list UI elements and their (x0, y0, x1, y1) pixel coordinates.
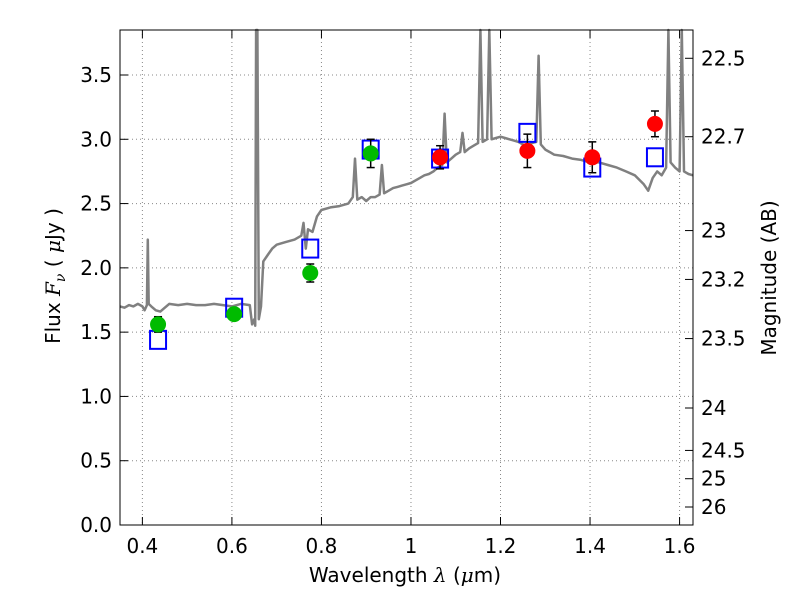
magnitude-tick-label: 25 (701, 467, 726, 491)
y-tick-label: 1.5 (80, 320, 112, 344)
x-tick-label: 0.4 (126, 534, 158, 558)
red-data-point (519, 142, 536, 159)
magnitude-tick-label: 24 (701, 396, 726, 420)
y-tick-label: 3.0 (80, 127, 112, 151)
x-axis-label: Wavelength λ (μm) (309, 563, 501, 587)
magnitude-tick-label: 23 (701, 219, 726, 243)
model-box-marker (301, 238, 320, 259)
y-axis-label: Flux Fν ( μJy ) (41, 208, 69, 344)
y2-axis-label: Magnitude (AB) (757, 200, 781, 355)
red-data-point (646, 115, 663, 132)
x-tick-label: 0.6 (216, 534, 248, 558)
magnitude-tick-label: 24.5 (701, 438, 746, 462)
magnitude-tick-label: 22.7 (701, 125, 746, 149)
y-tick-label: 2.5 (80, 192, 112, 216)
x-tick-label: 1.2 (485, 534, 517, 558)
green-data-point (362, 145, 379, 162)
red-data-point (584, 149, 601, 166)
y-tick-label: 2.0 (80, 256, 112, 280)
plot-frame (119, 29, 694, 526)
y-tick-label: 0.0 (80, 513, 112, 537)
spectrum-series (119, 28, 694, 327)
y-tick-label: 0.5 (80, 449, 112, 473)
green-data-point (226, 306, 243, 323)
x-tick-label: 0.8 (306, 534, 338, 558)
red-data-point (432, 149, 449, 166)
spectrum-line (119, 28, 694, 327)
y-tick-label: 3.5 (80, 63, 112, 87)
grid-lines (120, 30, 693, 526)
y-tick-label: 1.0 (80, 384, 112, 408)
x-tick-label: 1 (405, 534, 418, 558)
magnitude-tick-label: 26 (701, 495, 726, 519)
model-box-marker (645, 147, 664, 168)
axis-ticks: 0.4 0.6 0.8 1 1.2 1.4 1.6 0.0 0.5 1.0 1.5 2.0 2.5 3.0… (80, 30, 746, 558)
model-box-marker (149, 329, 168, 350)
x-tick-label: 1.4 (574, 534, 606, 558)
magnitude-tick-label: 23.5 (701, 327, 746, 351)
magnitude-tick-label: 23.2 (701, 267, 746, 291)
green-data-point (302, 265, 319, 281)
x-tick-label: 1.6 (664, 534, 696, 558)
photometry-points (149, 110, 664, 350)
green-data-point (150, 316, 167, 333)
magnitude-tick-label: 22.5 (701, 46, 746, 70)
